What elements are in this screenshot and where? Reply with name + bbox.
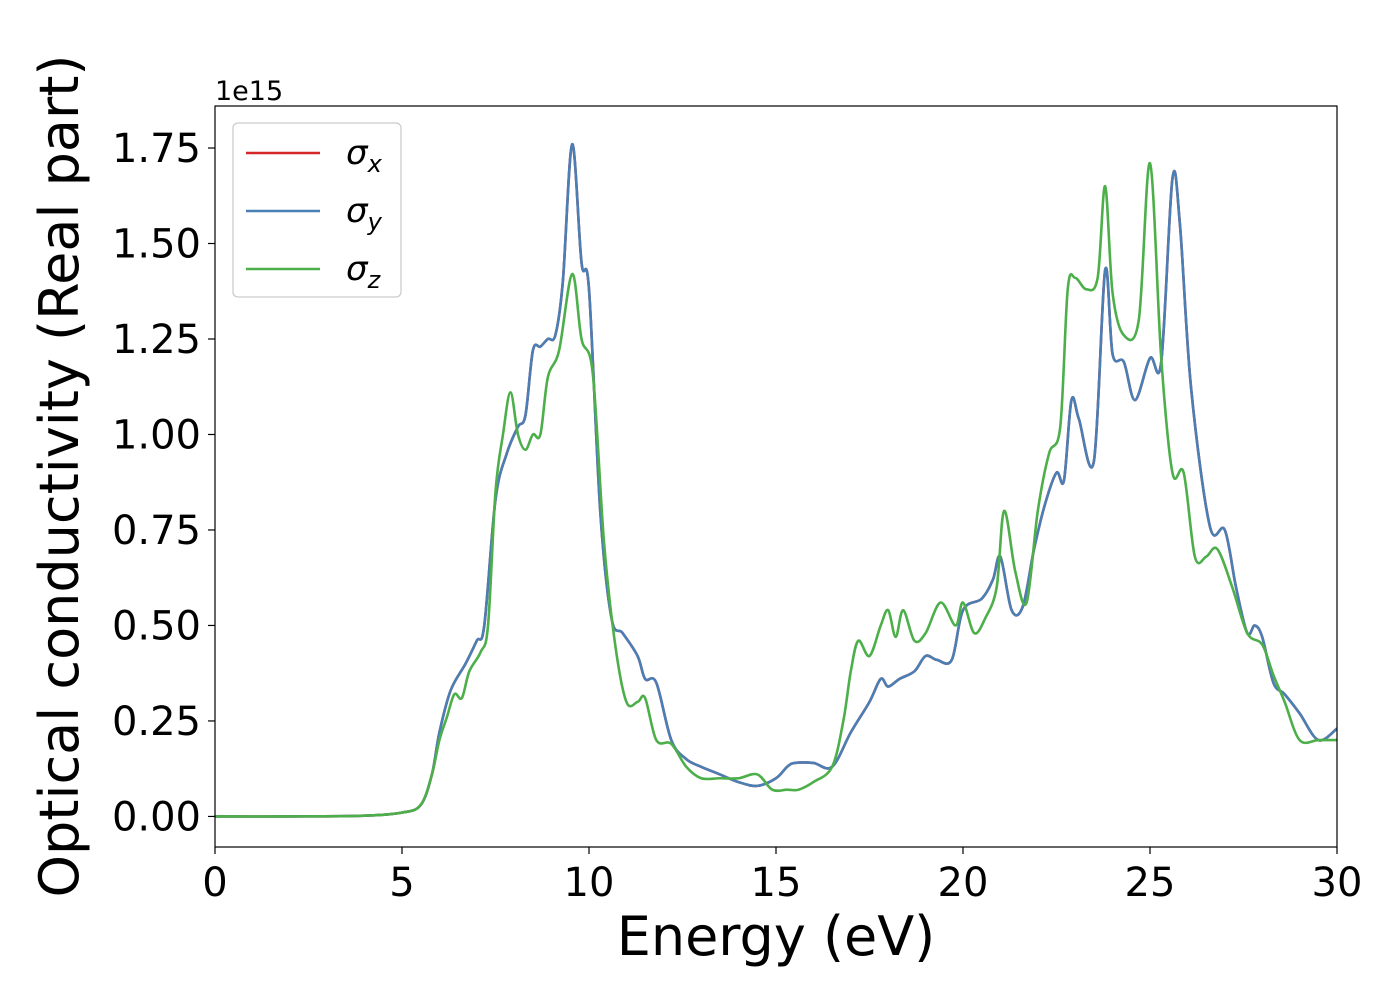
legend-symbol: σ [346, 249, 369, 289]
series-line-y [215, 142, 1337, 818]
y-tick-label: 0.25 [112, 699, 201, 745]
y-tick-label: 1.75 [112, 126, 201, 172]
legend-label-x: σx [346, 133, 383, 178]
y-axis-label: Optical conductivity (Real part) [28, 55, 91, 898]
x-tick-label: 0 [202, 860, 227, 906]
y-tick-label: 0.75 [112, 508, 201, 554]
x-tick-label: 20 [938, 860, 989, 906]
legend-label-y: σy [346, 191, 383, 236]
legend-subscript: x [367, 150, 383, 178]
y-tick-label: 0.00 [112, 794, 201, 840]
x-tick-label: 5 [389, 860, 414, 906]
series-line-z [215, 161, 1337, 818]
x-axis-label: Energy (eV) [617, 905, 936, 968]
x-axis: 0 5 10 15 20 25 30 [202, 847, 1362, 906]
legend-symbol: σ [346, 191, 369, 231]
legend-symbol: σ [346, 133, 369, 173]
legend-subscript: z [367, 266, 382, 294]
y-tick-label: 0.50 [112, 603, 201, 649]
series-layer [215, 142, 1337, 818]
y-axis: 0.00 0.25 0.50 0.75 1.00 1.25 1.50 1.75 [112, 126, 215, 840]
y-offset-label: 1e15 [215, 76, 283, 107]
x-tick-label: 30 [1312, 860, 1363, 906]
legend-label-z: σz [346, 249, 382, 294]
x-tick-label: 15 [751, 860, 802, 906]
x-tick-label: 25 [1125, 860, 1176, 906]
y-tick-label: 1.00 [112, 412, 201, 458]
y-tick-label: 1.25 [112, 317, 201, 363]
legend-subscript: y [367, 208, 383, 236]
y-tick-label: 1.50 [112, 222, 201, 268]
x-tick-label: 10 [564, 860, 615, 906]
